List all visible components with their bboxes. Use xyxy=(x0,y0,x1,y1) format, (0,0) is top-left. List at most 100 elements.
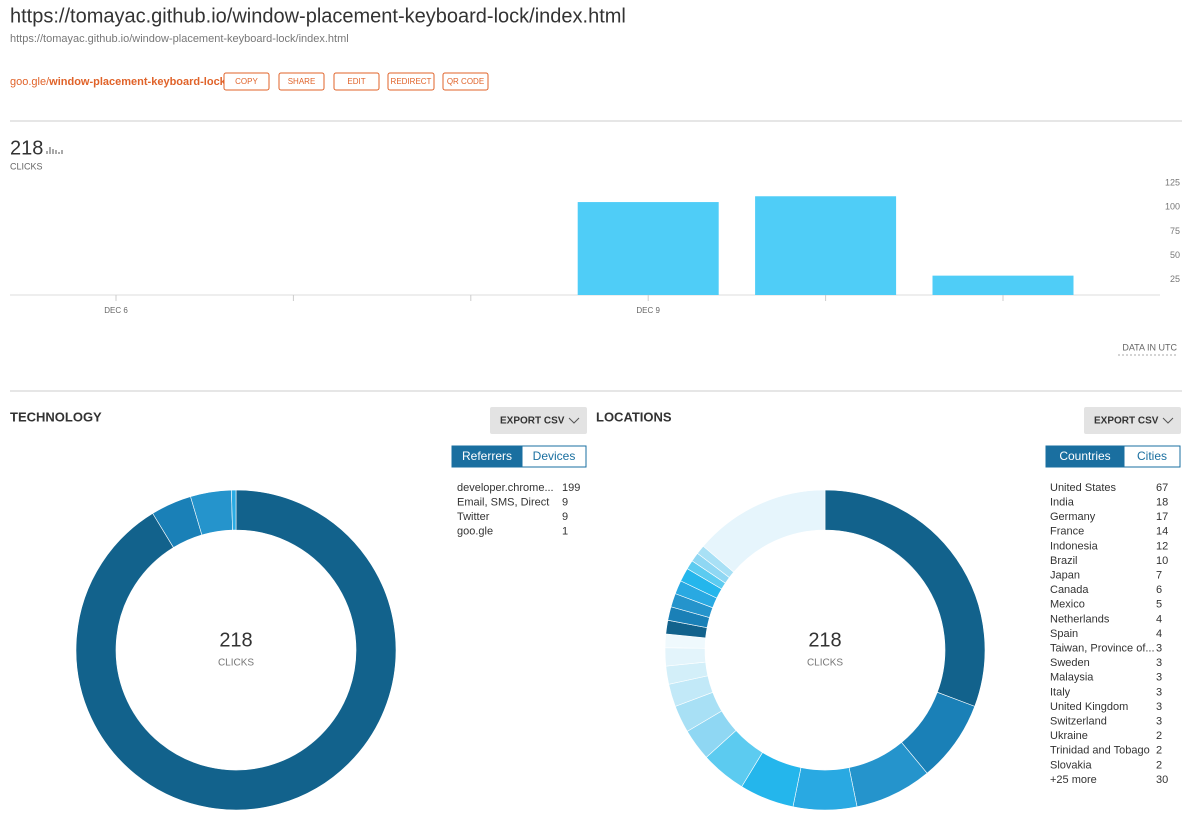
export-button[interactable]: EXPORT CSV xyxy=(490,407,587,434)
list-value: 9 xyxy=(562,511,568,523)
tab-frame xyxy=(1123,445,1181,468)
donut-total-label: CLICKS xyxy=(807,658,843,669)
list-value: 3 xyxy=(1156,701,1162,713)
list-name: Ukraine xyxy=(1050,730,1088,742)
total-clicks: 218 xyxy=(10,137,43,159)
list-name: Germany xyxy=(1050,511,1096,523)
list-name: Japan xyxy=(1050,570,1080,582)
list-name: Slovakia xyxy=(1050,759,1092,771)
button-label: EDIT xyxy=(347,77,365,86)
list-name: Malaysia xyxy=(1050,672,1094,684)
y-tick-label: 25 xyxy=(1170,274,1180,284)
list-name: United States xyxy=(1050,482,1117,494)
action-button[interactable]: EDIT xyxy=(333,72,380,91)
list-value: 7 xyxy=(1156,570,1162,582)
short-link-slug: window-placement-keyboard-lock xyxy=(48,76,227,88)
list-value: 4 xyxy=(1156,613,1162,625)
total-clicks-label: CLICKS xyxy=(10,161,43,171)
button-label: SHARE xyxy=(288,77,316,86)
button-frame xyxy=(278,72,325,91)
list-name: goo.gle xyxy=(457,526,493,538)
list-name: Brazil xyxy=(1050,555,1078,567)
y-tick-label: 125 xyxy=(1165,177,1180,187)
list-name: Spain xyxy=(1050,628,1078,640)
list-name: Email, SMS, Direct xyxy=(457,497,549,509)
button-label: QR CODE xyxy=(447,77,484,86)
list-value: 12 xyxy=(1156,540,1168,552)
sparkline-icon xyxy=(46,147,63,154)
list-name: +25 more xyxy=(1050,774,1097,786)
donut-slice xyxy=(75,489,397,811)
long-url: https://tomayac.github.io/window-placeme… xyxy=(10,33,349,45)
donut-slice xyxy=(702,489,826,573)
export-frame xyxy=(1084,407,1181,434)
list-name: Canada xyxy=(1050,584,1089,596)
tab-label: Referrers xyxy=(462,449,512,463)
tab[interactable]: Cities xyxy=(1123,445,1181,468)
tab-label: Devices xyxy=(533,449,576,463)
export-label: EXPORT CSV xyxy=(500,416,565,427)
x-tick-label: DEC 6 xyxy=(104,306,128,315)
tab-label: Cities xyxy=(1137,449,1167,463)
list-value: 3 xyxy=(1156,716,1162,728)
list-name: Indonesia xyxy=(1050,540,1099,552)
list-value: 30 xyxy=(1156,774,1168,786)
donut-slice xyxy=(231,489,237,531)
list-name: Twitter xyxy=(457,511,490,523)
list-name: Trinidad and Tobago xyxy=(1050,745,1150,757)
list-name: Italy xyxy=(1050,686,1071,698)
tab[interactable]: Referrers xyxy=(451,445,523,468)
list-name: India xyxy=(1050,497,1075,509)
list-name: United Kingdom xyxy=(1050,701,1128,713)
button-frame xyxy=(333,72,380,91)
short-link-domain: goo.gle/ xyxy=(10,76,50,88)
x-tick-label: DEC 9 xyxy=(636,306,660,315)
list-value: 3 xyxy=(1156,686,1162,698)
list-name: Taiwan, Province of... xyxy=(1050,643,1155,655)
tab[interactable]: Devices xyxy=(521,445,587,468)
y-tick-label: 100 xyxy=(1165,202,1180,212)
bar xyxy=(577,202,719,295)
list-value: 17 xyxy=(1156,511,1168,523)
list-name: Sweden xyxy=(1050,657,1090,669)
tab-frame xyxy=(521,445,587,468)
button-frame xyxy=(442,72,489,91)
action-button[interactable]: REDIRECT xyxy=(387,72,435,91)
export-button[interactable]: EXPORT CSV xyxy=(1084,407,1181,434)
list-value: 3 xyxy=(1156,672,1162,684)
action-button[interactable]: COPY xyxy=(223,72,270,91)
page-title: https://tomayac.github.io/window-placeme… xyxy=(10,5,626,27)
bar xyxy=(755,196,897,295)
list-name: France xyxy=(1050,526,1084,538)
y-tick-label: 50 xyxy=(1170,250,1180,260)
donut-total: 218 xyxy=(219,629,252,651)
list-value: 1 xyxy=(562,526,568,538)
utc-note[interactable]: DATA IN UTC xyxy=(1122,342,1177,352)
list-value: 18 xyxy=(1156,497,1168,509)
button-label: REDIRECT xyxy=(391,77,432,86)
button-frame xyxy=(387,72,435,91)
list-value: 2 xyxy=(1156,730,1162,742)
list-value: 6 xyxy=(1156,584,1162,596)
y-tick-label: 75 xyxy=(1170,226,1180,236)
tab[interactable]: Countries xyxy=(1045,445,1125,468)
list-value: 2 xyxy=(1156,759,1162,771)
list-value: 3 xyxy=(1156,657,1162,669)
list-name: developer.chrome... xyxy=(457,482,554,494)
button-label: COPY xyxy=(235,77,258,86)
list-name: Netherlands xyxy=(1050,613,1110,625)
list-name: Mexico xyxy=(1050,599,1085,611)
export-label: EXPORT CSV xyxy=(1094,416,1159,427)
action-button[interactable]: SHARE xyxy=(278,72,325,91)
section-title: TECHNOLOGY xyxy=(10,409,102,424)
donut-total-label: CLICKS xyxy=(218,658,254,669)
list-value: 2 xyxy=(1156,745,1162,757)
list-value: 199 xyxy=(562,482,580,494)
action-button[interactable]: QR CODE xyxy=(442,72,489,91)
donut-slice xyxy=(824,489,986,707)
export-chevron xyxy=(568,417,580,424)
short-link[interactable]: goo.gle/window-placement-keyboard-lock xyxy=(10,76,227,88)
section-title: LOCATIONS xyxy=(596,409,672,424)
